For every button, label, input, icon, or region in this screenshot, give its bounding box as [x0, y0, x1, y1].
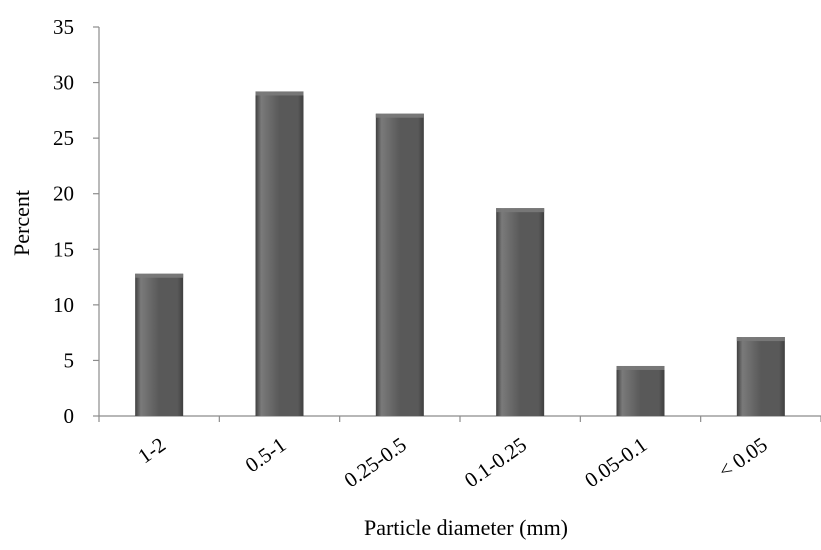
x-tick-label: < 0.05 — [714, 432, 772, 483]
y-tick-label: 20 — [53, 182, 74, 206]
bar-6 — [736, 337, 785, 416]
bar-5 — [616, 365, 665, 416]
bar-top-bevel — [255, 91, 304, 96]
bar — [496, 208, 545, 416]
y-axis-title: Percent — [9, 190, 34, 256]
bar — [135, 273, 184, 416]
x-tick-label: 0.25-0.5 — [340, 432, 411, 492]
axes — [93, 26, 821, 422]
bar-top-bevel — [375, 113, 424, 118]
y-tick-label: 5 — [64, 348, 75, 372]
bar-top-bevel — [135, 273, 184, 278]
x-tick-label: 1-2 — [133, 432, 170, 468]
bar-top-bevel — [616, 365, 665, 370]
y-tick-label: 15 — [53, 237, 74, 261]
bar — [375, 113, 424, 416]
bar-top-bevel — [736, 337, 785, 342]
bar — [255, 91, 304, 416]
bars — [135, 91, 785, 416]
bar-top-bevel — [496, 208, 545, 213]
bar-2 — [255, 91, 304, 416]
x-tick-label: 0.05-0.1 — [580, 432, 651, 492]
bar-1 — [135, 273, 184, 416]
x-tick-label: 0.1-0.25 — [460, 432, 531, 492]
x-axis-title: Particle diameter (mm) — [364, 515, 568, 540]
y-tick-label: 0 — [64, 404, 75, 428]
x-tick-label: 0.5-1 — [241, 432, 291, 477]
bar — [616, 365, 665, 416]
bar — [736, 337, 785, 416]
y-tick-label: 10 — [53, 293, 74, 317]
bar-3 — [375, 113, 424, 416]
bar-4 — [496, 208, 545, 416]
y-tick-label: 25 — [53, 126, 74, 150]
y-tick-label: 30 — [53, 71, 74, 95]
y-tick-label: 35 — [53, 15, 74, 39]
